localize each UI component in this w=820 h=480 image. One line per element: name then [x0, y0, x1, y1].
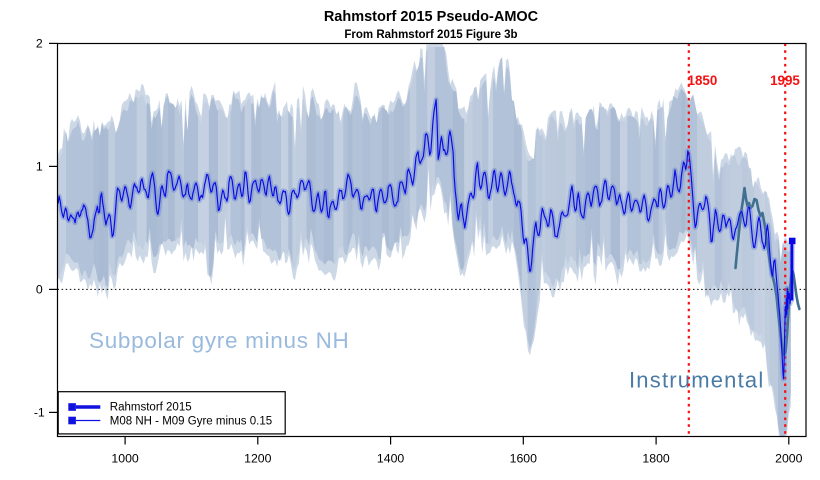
svg-text:1400: 1400 [377, 452, 405, 466]
svg-text:Rahmstorf 2015 Pseudo-AMOC: Rahmstorf 2015 Pseudo-AMOC [324, 9, 539, 25]
svg-text:2000: 2000 [775, 452, 803, 466]
svg-text:1: 1 [36, 160, 43, 174]
svg-text:Rahmstorf 2015: Rahmstorf 2015 [110, 402, 192, 414]
svg-text:1995: 1995 [770, 73, 800, 88]
svg-text:M08 NH - M09 Gyre minus 0.15: M08 NH - M09 Gyre minus 0.15 [110, 415, 272, 427]
svg-text:1850: 1850 [688, 73, 718, 88]
svg-text:Subpolar gyre minus NH: Subpolar gyre minus NH [89, 328, 350, 353]
svg-text:-1: -1 [34, 406, 45, 420]
svg-text:1200: 1200 [244, 452, 272, 466]
svg-text:0: 0 [36, 283, 43, 297]
svg-text:1000: 1000 [111, 452, 139, 466]
svg-text:2: 2 [36, 37, 43, 51]
svg-text:1600: 1600 [510, 452, 538, 466]
svg-text:1800: 1800 [642, 452, 670, 466]
svg-text:Instrumental: Instrumental [629, 368, 764, 393]
svg-text:From Rahmstorf 2015 Figure 3b: From Rahmstorf 2015 Figure 3b [344, 29, 517, 41]
